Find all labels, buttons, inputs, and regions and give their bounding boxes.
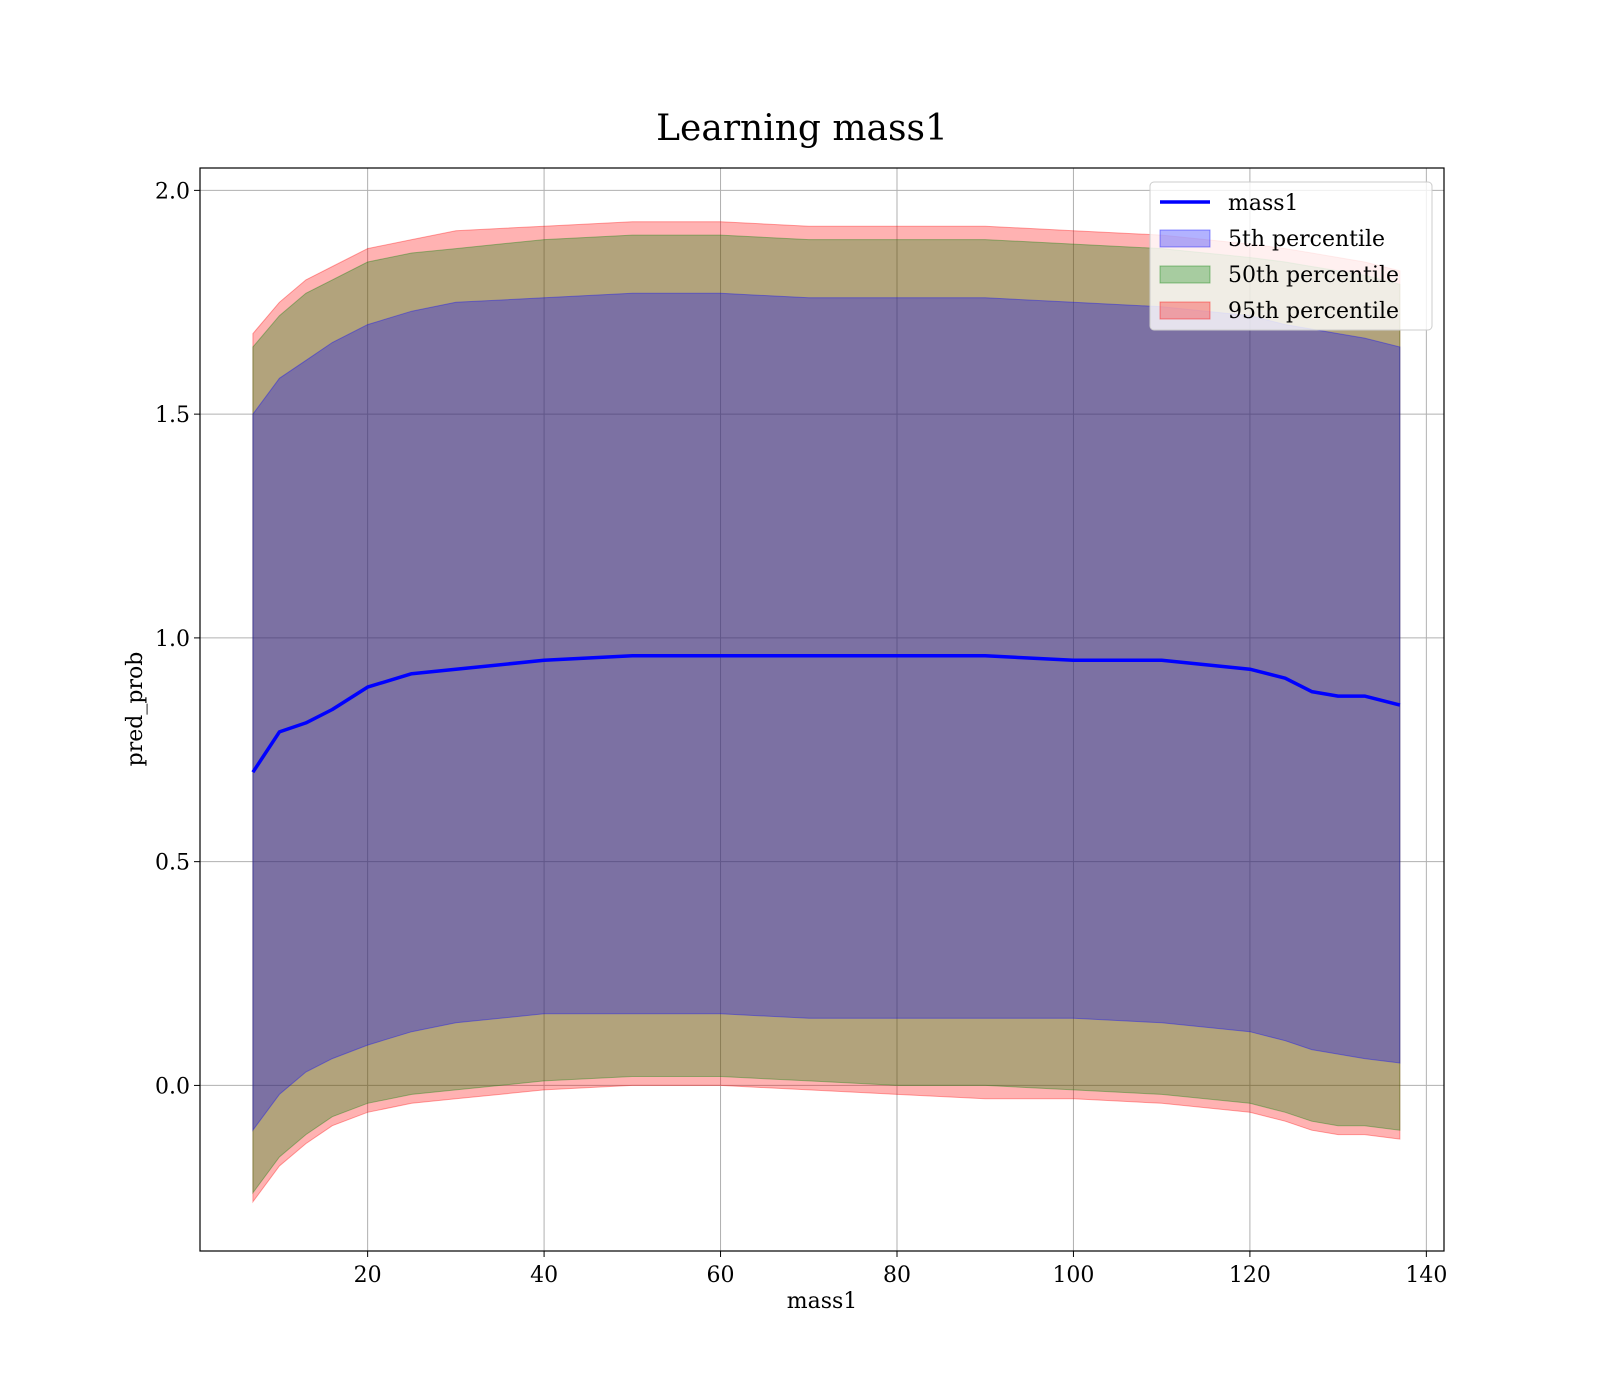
plot-frame — [199, 167, 1445, 1252]
x-tick-label: 40 — [530, 1263, 558, 1288]
x-axis-label: mass1 — [787, 1289, 858, 1314]
legend-swatch — [1159, 229, 1211, 248]
x-tick-label: 60 — [707, 1263, 735, 1288]
legend-box — [1149, 181, 1433, 331]
y-tick-label: 1.0 — [155, 627, 190, 652]
legend-swatch — [1159, 301, 1211, 320]
x-tick-label: 20 — [354, 1263, 382, 1288]
bands — [252, 221, 1401, 1204]
y-tick-label: 1.5 — [155, 403, 190, 428]
y-ticks: 0.0 0.5 1.0 1.5 2.0 — [155, 179, 200, 1099]
band-50th-percentile — [252, 234, 1401, 1195]
legend-label: mass1 — [1228, 191, 1299, 216]
grid — [200, 168, 1444, 1251]
y-axis-label: pred_prob — [123, 652, 148, 767]
x-tick-label: 100 — [1052, 1263, 1094, 1288]
x-ticks: 20 40 60 80 100 120 140 — [354, 1251, 1447, 1288]
band-5th-percentile — [252, 292, 1401, 1132]
legend-swatch — [1159, 265, 1211, 284]
legend: mass1 5th percentile 50th percentile 95th p… — [1149, 181, 1433, 331]
band-95th-percentile — [252, 221, 1401, 1204]
legend-label: 95th percentile — [1228, 299, 1399, 324]
lines — [251, 654, 1401, 774]
x-tick-label: 80 — [883, 1263, 911, 1288]
x-tick-label: 120 — [1229, 1263, 1271, 1288]
chart-title: Learning mass1 — [656, 108, 948, 149]
x-tick-label: 140 — [1405, 1263, 1447, 1288]
legend-label: 5th percentile — [1228, 227, 1385, 252]
y-tick-label: 0.5 — [155, 851, 190, 876]
legend-label: 50th percentile — [1228, 263, 1399, 288]
y-tick-label: 0.0 — [155, 1074, 190, 1099]
y-tick-label: 2.0 — [155, 179, 190, 204]
